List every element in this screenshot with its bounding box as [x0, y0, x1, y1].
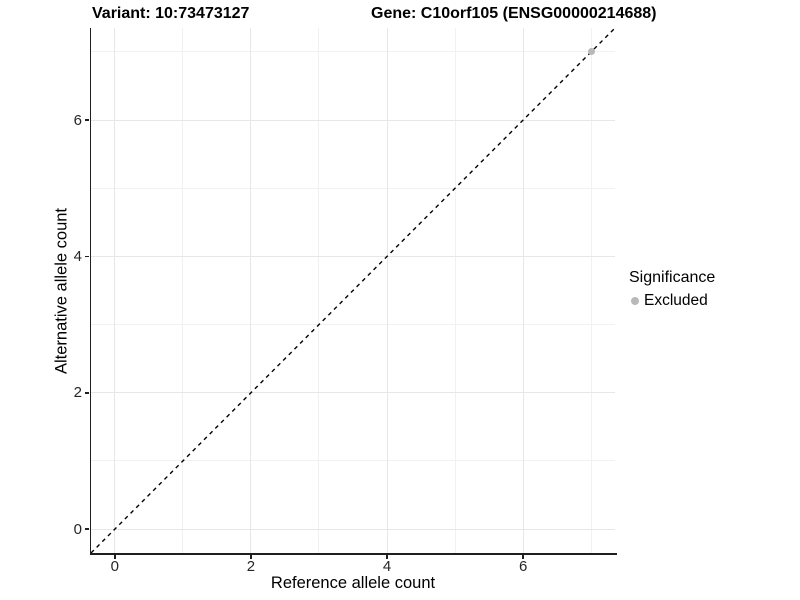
x-tick-label: 2 [246, 558, 256, 575]
y-tick-mark [85, 528, 89, 530]
x-major-gridline [250, 28, 252, 553]
x-minor-gridline [454, 28, 456, 553]
x-major-gridline [522, 28, 524, 553]
x-tick-label: 6 [518, 558, 528, 575]
y-major-gridline [91, 119, 615, 121]
y-minor-gridline [91, 51, 615, 53]
y-tick-mark [85, 391, 89, 394]
x-minor-gridline [590, 28, 592, 553]
plot-title-variant: Variant: 10:73473127 [92, 5, 250, 22]
y-axis-line [89, 28, 92, 555]
y-major-gridline [91, 528, 615, 530]
x-tick-mark [114, 555, 116, 559]
x-tick-mark [522, 555, 524, 559]
x-major-gridline [386, 28, 388, 553]
y-minor-gridline [91, 324, 615, 326]
x-tick-mark [386, 555, 388, 559]
data-point [587, 48, 595, 56]
y-tick-mark [85, 255, 89, 258]
x-tick-label: 0 [110, 558, 119, 575]
x-minor-gridline [318, 28, 320, 553]
legend-title: Significance [629, 269, 716, 286]
y-tick-label: 2 [73, 384, 82, 402]
x-axis-line [89, 553, 617, 555]
legend: Significance Excluded [629, 269, 715, 310]
legend-items: Excluded [629, 291, 715, 310]
y-tick-label: 4 [73, 247, 82, 265]
legend-key-dot-icon [631, 296, 639, 305]
legend-item-label: Excluded [644, 291, 708, 309]
x-major-gridline [114, 28, 116, 553]
y-minor-gridline [91, 187, 615, 189]
y-tick-label: 6 [73, 111, 82, 129]
identity-line [91, 28, 615, 553]
legend-item: Excluded [631, 291, 715, 310]
identity-line-layer [91, 28, 615, 553]
y-major-gridline [91, 255, 615, 257]
x-axis-title: Reference allele count [270, 574, 436, 592]
plot-title-gene: Gene: C10orf105 (ENSG00000214688) [371, 5, 657, 22]
y-major-gridline [91, 392, 615, 394]
plot-panel [91, 28, 615, 553]
y-tick-mark [85, 119, 89, 121]
y-axis-title: Alternative allele count [52, 207, 71, 375]
y-tick-label: 0 [73, 520, 82, 538]
y-minor-gridline [91, 460, 615, 462]
x-tick-label: 4 [382, 558, 392, 575]
x-tick-mark [250, 555, 252, 559]
x-minor-gridline [182, 28, 184, 553]
